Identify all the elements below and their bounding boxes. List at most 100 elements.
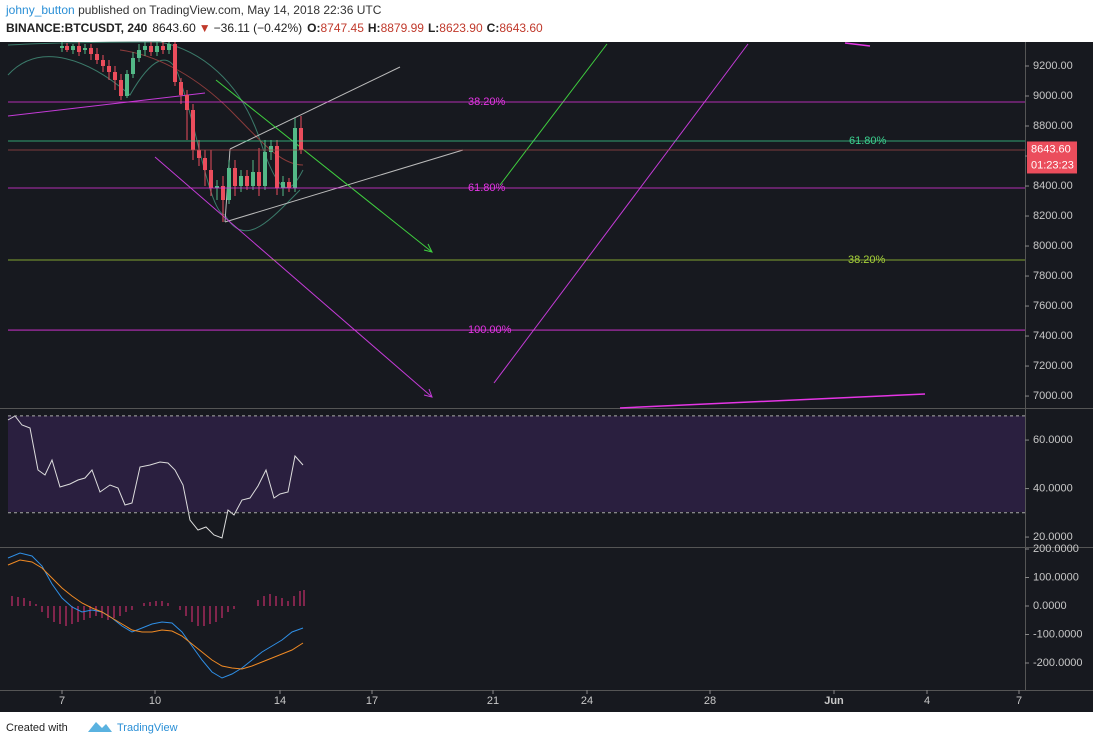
candle-body xyxy=(137,50,141,58)
candle-body xyxy=(95,54,99,60)
change: −36.11 (−0.42%) xyxy=(214,21,303,35)
arrow-head xyxy=(423,388,433,398)
low: 8623.90 xyxy=(439,21,483,35)
close-label: C: xyxy=(487,21,500,35)
rsi-band xyxy=(8,416,1025,512)
y-tick-label: -200.0000 xyxy=(1033,657,1083,669)
candle-body xyxy=(161,46,165,50)
candle-body xyxy=(119,80,123,96)
macd-line xyxy=(7,552,304,679)
footer-brand[interactable]: TradingView xyxy=(117,722,178,734)
published: published on TradingView.com, May 14, 20… xyxy=(75,3,382,17)
candle-body xyxy=(275,146,279,188)
candle-body xyxy=(287,182,291,188)
y-tick-label: 0.0000 xyxy=(1033,600,1067,612)
y-tick-label: 8000.00 xyxy=(1033,240,1073,252)
candle-body xyxy=(173,44,177,82)
x-tick-label: 7 xyxy=(1016,695,1022,707)
last: 8643.60 xyxy=(152,21,196,35)
moving-average xyxy=(119,49,304,166)
brand-logo xyxy=(88,722,112,732)
candle-body xyxy=(107,66,111,72)
macd-histogram xyxy=(11,590,305,626)
high: 8879.99 xyxy=(381,21,425,35)
y-tick-label: 100.0000 xyxy=(1033,571,1079,583)
x-tick-label: 21 xyxy=(487,695,499,707)
candlesticks xyxy=(60,42,303,222)
arrow-head xyxy=(423,243,433,253)
arrow xyxy=(154,156,433,398)
x-tick-label: Jun xyxy=(824,695,844,707)
candle-body xyxy=(281,182,285,188)
candle-body xyxy=(167,44,171,50)
y-tick-label: 200.0000 xyxy=(1033,543,1079,555)
trend-line xyxy=(499,43,608,186)
candle-body xyxy=(179,82,183,95)
candle-body xyxy=(245,176,249,186)
candle-body xyxy=(113,72,117,80)
symbol: BINANCE:BTCUSDT, 240 xyxy=(6,21,148,35)
x-tick-label: 24 xyxy=(581,695,593,707)
arrow xyxy=(215,79,433,253)
candle-body xyxy=(293,128,297,188)
x-tick-label: 7 xyxy=(59,695,65,707)
candle-body xyxy=(65,46,69,50)
drawings xyxy=(7,42,926,409)
price-tag-bg xyxy=(1027,141,1077,174)
x-tick-label: 10 xyxy=(149,695,161,707)
close: 8643.60 xyxy=(499,21,543,35)
trend-line xyxy=(844,42,871,47)
candle-body xyxy=(239,176,243,186)
fib-label: 61.80% xyxy=(468,182,506,194)
trend-line xyxy=(619,393,926,409)
y-tick-label: 7200.00 xyxy=(1033,360,1073,372)
x-tick-label: 17 xyxy=(366,695,378,707)
y-tick-label: 7400.00 xyxy=(1033,330,1073,342)
candle-body xyxy=(299,128,303,150)
signal-line xyxy=(7,559,304,670)
y-tick-label: -100.0000 xyxy=(1033,628,1083,640)
chart-bg xyxy=(0,42,1093,712)
candle-body xyxy=(221,186,225,200)
candle-body xyxy=(155,46,159,52)
y-tick-label: 8400.00 xyxy=(1033,180,1073,192)
candle-body xyxy=(191,110,195,150)
candle-body xyxy=(83,48,87,50)
price-tag-countdown: 01:23:23 xyxy=(1031,159,1074,171)
header-line-1: johny_button published on TradingView.co… xyxy=(5,3,382,17)
footer-bg xyxy=(0,712,1093,745)
candle-body xyxy=(233,168,237,186)
candle-body xyxy=(197,150,201,158)
fib-label: 38.20% xyxy=(468,96,506,108)
rsi-line xyxy=(7,415,304,539)
channel-lower xyxy=(224,149,464,223)
y-tick-label: 20.0000 xyxy=(1033,531,1073,543)
candle-body xyxy=(101,60,105,66)
candle-body xyxy=(257,172,261,186)
author[interactable]: johny_button xyxy=(5,3,75,17)
y-tick-label: 9200.00 xyxy=(1033,60,1073,72)
y-tick-label: 60.0000 xyxy=(1033,434,1073,446)
high-label: H: xyxy=(368,21,381,35)
x-tick-label: 14 xyxy=(274,695,286,707)
y-tick-label: 9000.00 xyxy=(1033,90,1073,102)
candle-body xyxy=(203,158,207,170)
low-label: L: xyxy=(428,21,439,35)
trend-line xyxy=(7,92,206,117)
y-tick-label: 8800.00 xyxy=(1033,120,1073,132)
price-tag-label: 8643.60 xyxy=(1031,143,1071,155)
y-tick-label: 7000.00 xyxy=(1033,390,1073,402)
header-line-2: BINANCE:BTCUSDT, 240 8643.60 ▼ −36.11 (−0.4… xyxy=(6,21,543,35)
x-tick-label: 4 xyxy=(924,695,930,707)
candle-body xyxy=(227,168,231,200)
y-tick-label: 7800.00 xyxy=(1033,270,1073,282)
candle-body xyxy=(71,46,75,50)
footer-created: Created with xyxy=(6,722,68,734)
y-tick-label: 7600.00 xyxy=(1033,300,1073,312)
candle-body xyxy=(125,74,129,96)
candle-body xyxy=(149,46,153,52)
candle-body xyxy=(209,170,213,188)
candle-body xyxy=(60,46,64,48)
y-tick-label: 40.0000 xyxy=(1033,482,1073,494)
